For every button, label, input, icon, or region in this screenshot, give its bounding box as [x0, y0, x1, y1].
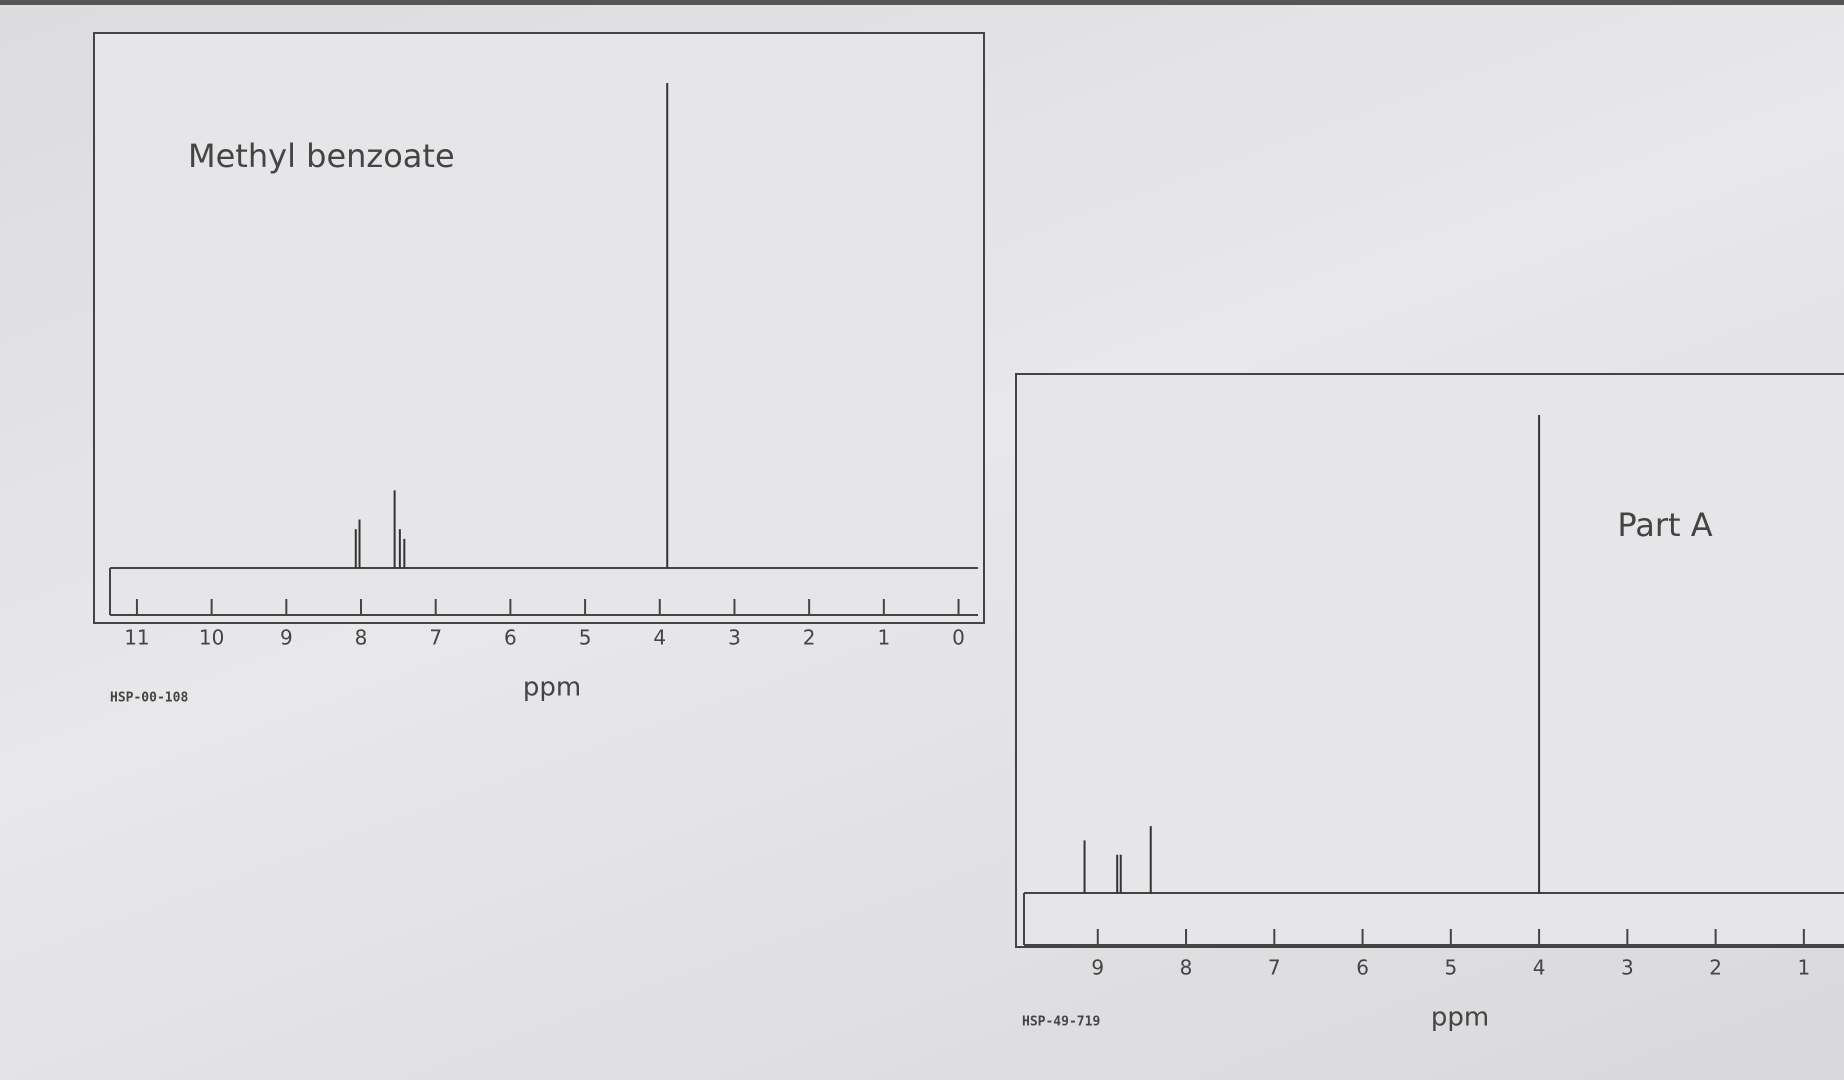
x-tick-label: 3	[1621, 956, 1634, 980]
spectrum-title: Methyl benzoate	[188, 137, 455, 175]
x-tick-label: 9	[1091, 956, 1104, 980]
x-tick-label: 7	[429, 626, 442, 650]
x-tick-label: 8	[355, 626, 368, 650]
x-tick-label: 11	[124, 626, 149, 650]
x-tick-label: 4	[653, 626, 666, 650]
x-tick-label: 6	[504, 626, 517, 650]
x-tick-label: 2	[1709, 956, 1722, 980]
x-axis-label: ppm	[1431, 1003, 1489, 1033]
x-tick-label: 8	[1180, 956, 1193, 980]
spectrum-frame	[93, 32, 985, 624]
x-tick-label: 10	[199, 626, 224, 650]
x-tick-label: 5	[1444, 956, 1457, 980]
spectrum-code: HSP-00-108	[110, 691, 188, 706]
top-bar	[0, 0, 1844, 5]
spectrum-code: HSP-49-719	[1022, 1015, 1100, 1030]
x-tick-label: 1	[1798, 956, 1811, 980]
x-tick-label: 0	[952, 626, 965, 650]
x-axis-label: ppm	[523, 673, 581, 703]
x-tick-label: 2	[803, 626, 816, 650]
x-tick-label: 1	[877, 626, 890, 650]
x-tick-label: 4	[1533, 956, 1546, 980]
x-tick-label: 6	[1356, 956, 1369, 980]
x-tick-label: 5	[579, 626, 592, 650]
spectrum-frame	[1015, 373, 1844, 948]
x-tick-label: 7	[1268, 956, 1281, 980]
x-tick-label: 3	[728, 626, 741, 650]
spectrum-title: Part A	[1617, 506, 1712, 544]
x-tick-label: 9	[280, 626, 293, 650]
